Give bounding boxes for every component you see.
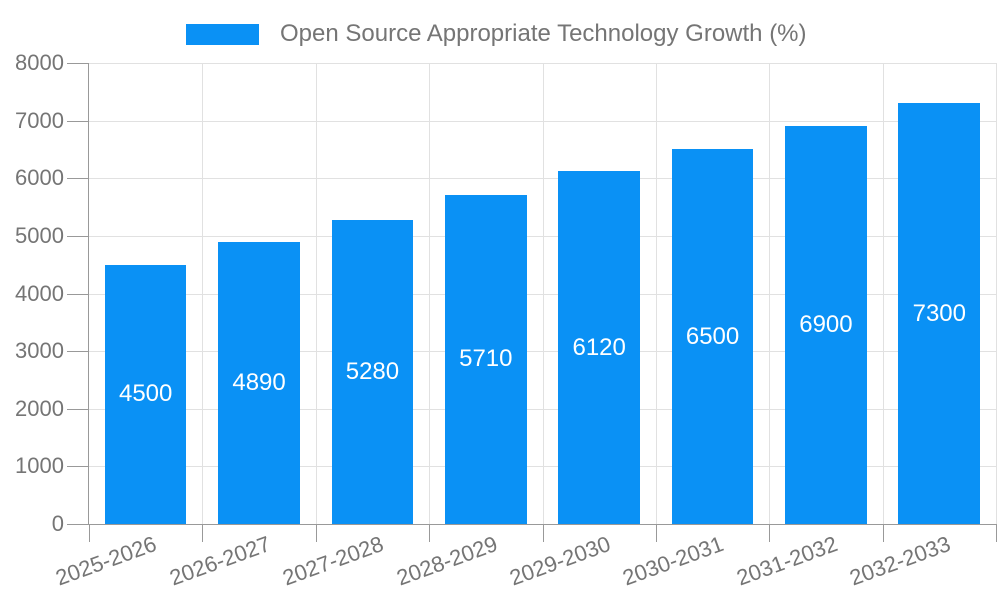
- x-axis-tick-mark: [882, 524, 884, 542]
- bar-value-label: 6120: [572, 333, 626, 361]
- x-axis-tick-label: 2031-2032: [733, 531, 841, 591]
- bar: [558, 171, 640, 524]
- bar: [104, 264, 187, 524]
- bar: [444, 194, 527, 524]
- x-axis-tick-mark: [429, 524, 431, 542]
- y-axis-tick-label: 2000: [15, 395, 64, 421]
- x-axis-tick-mark: [202, 524, 204, 542]
- x-axis-tick-label: 2032-2033: [846, 531, 954, 591]
- gridline-vertical: [769, 63, 771, 524]
- gridline-vertical: [882, 63, 884, 524]
- y-axis-tick-mark: [67, 63, 89, 64]
- x-axis-tick-mark: [769, 524, 771, 542]
- y-axis-tick-mark: [67, 408, 89, 410]
- y-axis-tick-mark: [67, 524, 89, 525]
- legend-swatch: [186, 23, 259, 45]
- bar-value-label: 4890: [232, 369, 286, 397]
- y-axis-tick-label: 1000: [15, 453, 64, 479]
- gridline-vertical: [542, 63, 544, 524]
- x-axis-tick-label: 2025-2026: [52, 531, 161, 591]
- y-axis-tick-label: 5000: [15, 222, 64, 248]
- x-axis-tick-label: 2027-2028: [279, 531, 387, 591]
- x-axis-tick-mark: [996, 524, 997, 542]
- gridline-vertical: [996, 63, 997, 524]
- bar: [331, 219, 414, 524]
- x-axis-tick-mark: [315, 524, 317, 542]
- y-axis-tick-label: 0: [51, 511, 64, 536]
- y-axis-tick-label: 4000: [15, 280, 64, 306]
- x-axis-tick-label: 2029-2030: [506, 531, 614, 591]
- x-axis-tick-mark: [542, 524, 544, 542]
- bar-value-label: 7300: [912, 299, 966, 327]
- bar-value-label: 5710: [459, 345, 513, 373]
- x-axis-tick-label: 2026-2027: [166, 531, 274, 591]
- bar: [218, 242, 300, 524]
- y-axis-tick-label: 6000: [15, 165, 64, 191]
- x-axis-tick-mark: [655, 524, 657, 542]
- bar: [671, 149, 754, 524]
- bar-value-label: 6900: [799, 311, 853, 339]
- x-axis-tick-mark: [89, 524, 90, 542]
- y-axis-tick-mark: [67, 120, 89, 122]
- y-axis-tick-mark: [67, 293, 89, 295]
- gridline-vertical: [429, 63, 431, 524]
- x-axis-tick-label: 2028-2029: [392, 531, 501, 591]
- legend-item[interactable]: Open Source Appropriate Technology Growt…: [186, 20, 807, 48]
- y-axis-tick-mark: [67, 178, 89, 180]
- x-axis-tick-label: 2030-2031: [619, 531, 728, 591]
- legend-label: Open Source Appropriate Technology Growt…: [280, 20, 807, 47]
- bar: [785, 126, 867, 524]
- gridline-vertical: [315, 63, 317, 524]
- y-axis-tick-mark: [67, 466, 89, 468]
- gridline-vertical: [202, 63, 204, 524]
- y-axis-tick-label: 7000: [15, 107, 64, 133]
- gridline-vertical: [655, 63, 657, 524]
- y-axis-tick-mark: [67, 235, 89, 237]
- y-axis-tick-label: 3000: [15, 338, 64, 364]
- y-axis-tick-label: 8000: [15, 50, 64, 75]
- bar-value-label: 5280: [345, 357, 400, 385]
- x-axis-line: [88, 524, 996, 525]
- y-axis-tick-mark: [67, 351, 89, 353]
- bar: [898, 103, 981, 524]
- bar-value-label: 6500: [685, 322, 740, 350]
- bar-value-label: 4500: [118, 380, 173, 408]
